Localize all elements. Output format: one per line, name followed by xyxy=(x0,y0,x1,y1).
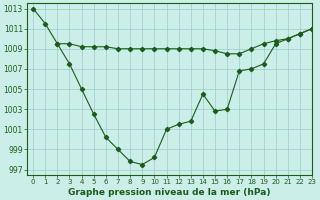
X-axis label: Graphe pression niveau de la mer (hPa): Graphe pression niveau de la mer (hPa) xyxy=(68,188,271,197)
